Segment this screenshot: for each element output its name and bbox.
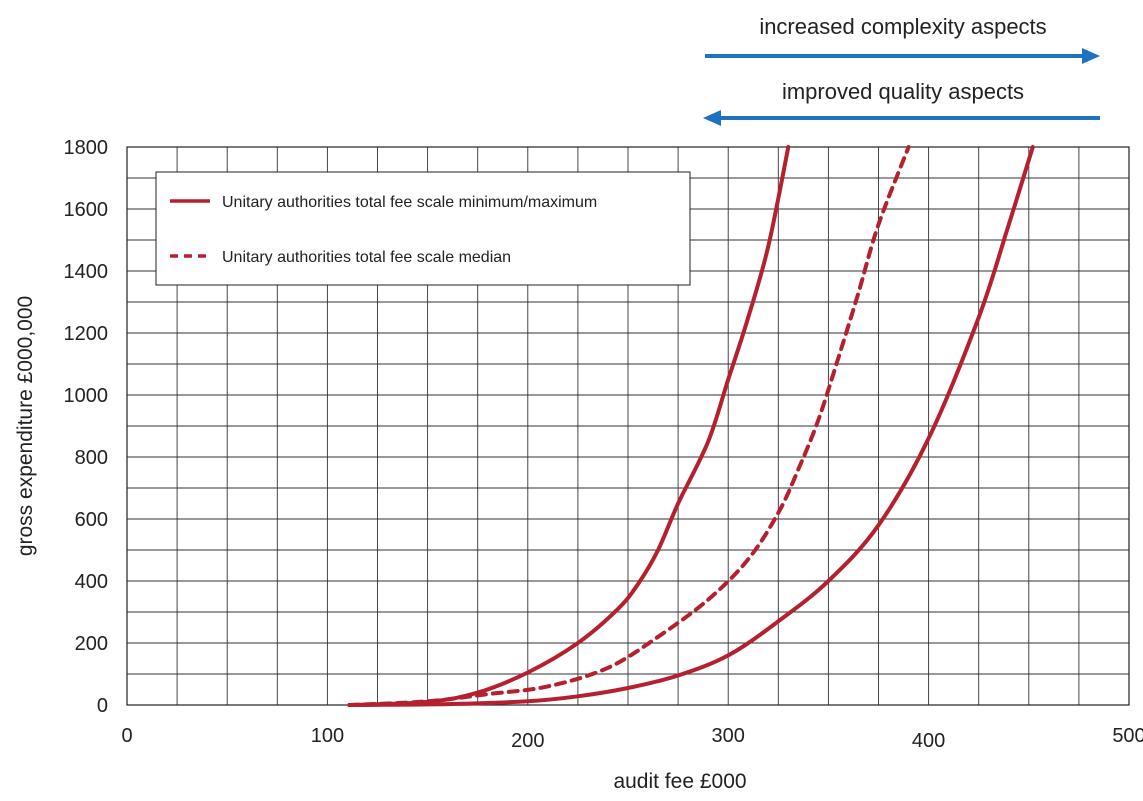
- x-tick-labels: 0 100 200 300 400 500: [121, 725, 1143, 752]
- series-line-minimum: [347, 145, 791, 707]
- x-tick-label: 0: [121, 725, 132, 747]
- x-tick-label: 100: [311, 725, 344, 747]
- annotation-quality: improved quality aspects: [782, 79, 1024, 104]
- legend: Unitary authorities total fee scale mini…: [155, 171, 691, 286]
- y-tick-labels: 0 200 400 600 800 1000 1200 1400 1600 1800: [64, 137, 109, 717]
- y-tick-label: 1000: [64, 385, 109, 407]
- y-tick-label: 1400: [64, 261, 109, 283]
- y-tick-label: 200: [75, 633, 108, 655]
- legend-label-median: Unitary authorities total fee scale medi…: [222, 249, 511, 266]
- annotation-complexity: increased complexity aspects: [759, 14, 1046, 39]
- y-tick-label: 1800: [64, 137, 109, 159]
- series-group: [347, 145, 1035, 707]
- y-tick-label: 1600: [64, 199, 109, 221]
- y-tick-label: 0: [97, 695, 108, 717]
- x-tick-label: 200: [511, 730, 544, 752]
- legend-box: [155, 171, 691, 286]
- legend-label-min-max: Unitary authorities total fee scale mini…: [222, 194, 597, 211]
- y-tick-label: 600: [75, 509, 108, 531]
- x-tick-label: 400: [912, 730, 945, 752]
- series-line-median: [347, 145, 911, 707]
- arrowhead-right: [1082, 48, 1100, 64]
- x-axis-title: audit fee £000: [613, 770, 746, 793]
- y-tick-label: 1200: [64, 323, 109, 345]
- arrowhead-left: [703, 110, 721, 126]
- y-tick-label: 400: [75, 571, 108, 593]
- annotations: increased complexity aspects improved qu…: [703, 14, 1100, 126]
- plot-frame: [126, 146, 1130, 706]
- x-tick-label: 500: [1112, 725, 1143, 747]
- y-axis-title: gross expenditure £000,000: [14, 296, 37, 556]
- x-tick-label: 300: [712, 725, 745, 747]
- series-line-maximum: [347, 145, 1035, 707]
- y-tick-label: 800: [75, 447, 108, 469]
